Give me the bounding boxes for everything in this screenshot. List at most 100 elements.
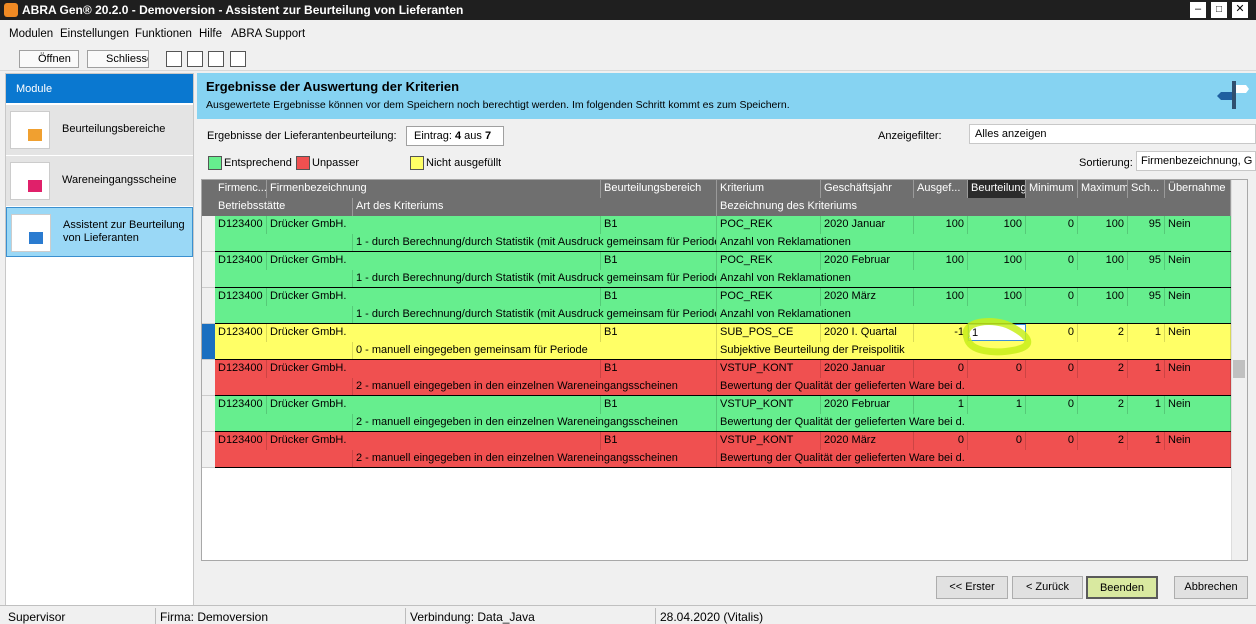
column-header[interactable]: Geschäftsjahr xyxy=(821,180,914,198)
menu-item[interactable]: ABRA Support xyxy=(231,28,306,40)
subcolumn-header[interactable]: Art des Kriteriums xyxy=(353,198,717,216)
content-header: Ergebnisse der Auswertung der Kriterien … xyxy=(197,73,1256,119)
results-table: Firmenc... Firmenbezeichnung Beurteilungsb… xyxy=(201,179,1248,561)
table-cell: VSTUP_KONT xyxy=(717,360,821,378)
table-cell: 100 xyxy=(914,288,968,306)
table-cell: B1 xyxy=(601,216,717,234)
table-cell: 1 xyxy=(1128,432,1165,450)
legend-label: Entsprechend xyxy=(224,157,292,169)
sort-dropdown[interactable]: Firmenbezeichnung, G xyxy=(1136,151,1256,171)
column-header[interactable]: Firmenc... xyxy=(215,180,267,198)
help-icon[interactable] xyxy=(230,51,246,67)
table-cell: 2 - manuell eingegeben in den einzelnen … xyxy=(353,378,717,396)
table-cell: 2 xyxy=(1078,324,1128,342)
table-cell xyxy=(215,306,353,324)
sidebar-icon-accent xyxy=(28,129,42,141)
table-cell: 2 - manuell eingegeben in den einzelnen … xyxy=(353,414,717,432)
wizard-button[interactable]: Abbrechen xyxy=(1174,576,1248,599)
table-cell: POC_REK xyxy=(717,288,821,306)
legend-label: Unpasser xyxy=(312,157,360,169)
scroll-thumb xyxy=(1233,360,1245,378)
table-cell: Anzahl von Reklamationen xyxy=(717,270,1231,288)
table-cell: 0 xyxy=(1026,432,1078,450)
status-field: 28.04.2020 (Vitalis) xyxy=(655,608,955,624)
sidebar-item[interactable]: Beurteilungsbereiche xyxy=(6,105,193,155)
column-header[interactable]: Übernahme xyxy=(1165,180,1231,198)
legend-label: Nicht ausgefüllt xyxy=(426,157,502,169)
status-bar xyxy=(0,605,1256,624)
table-cell: Anzahl von Reklamationen xyxy=(717,306,1231,324)
column-header[interactable]: Beurteilungsbereich xyxy=(601,180,717,198)
sidebar-item[interactable]: Wareneingangsscheine xyxy=(6,156,193,206)
column-header[interactable]: Kriterium xyxy=(717,180,821,198)
table-cell: 1 xyxy=(1128,360,1165,378)
table-cell: Anzahl von Reklamationen xyxy=(717,234,1231,252)
column-header[interactable]: Beurteilung xyxy=(968,180,1026,198)
column-header[interactable]: Maximum xyxy=(1078,180,1128,198)
subcolumn-header[interactable]: Betriebsstätte xyxy=(215,198,353,216)
help-icon[interactable] xyxy=(208,51,224,67)
minimize-button[interactable]: – xyxy=(1190,2,1206,18)
table-cell: 100 xyxy=(914,252,968,270)
column-header[interactable]: Ausgef... xyxy=(914,180,968,198)
table-cell: 2020 Januar xyxy=(821,360,914,378)
table-cell: 2020 März xyxy=(821,288,914,306)
column-header[interactable]: Minimum xyxy=(1026,180,1078,198)
subcolumn-header[interactable]: Bezeichnung des Kriteriums xyxy=(717,198,1231,216)
table-cell: D123400 xyxy=(215,324,267,342)
row-background xyxy=(215,396,1244,432)
table-cell: 95 xyxy=(1128,216,1165,234)
table-cell: 100 xyxy=(1078,252,1128,270)
table-cell: 0 xyxy=(914,432,968,450)
wizard-button[interactable]: << Erster xyxy=(936,576,1008,599)
table-cell: B1 xyxy=(601,288,717,306)
table-cell xyxy=(215,414,353,432)
filter-dropdown[interactable]: Alles anzeigen xyxy=(969,124,1256,144)
menu-item[interactable]: Funktionen xyxy=(135,28,192,40)
help-icon[interactable] xyxy=(166,51,182,67)
menu-item[interactable]: Hilfe xyxy=(199,28,223,40)
menu-item[interactable]: Einstellungen xyxy=(60,28,130,40)
table-cell: 2020 Februar xyxy=(821,396,914,414)
table-cell xyxy=(215,342,353,360)
table-cell: Drücker GmbH. xyxy=(267,396,601,414)
table-cell: Nein xyxy=(1165,288,1231,306)
table-cell: B1 xyxy=(601,396,717,414)
filter-label: Anzeigefilter: xyxy=(878,130,942,142)
menu-item[interactable]: Modulen xyxy=(9,28,54,40)
table-cell xyxy=(215,270,353,288)
entry-total: 7 xyxy=(484,130,492,142)
table-cell: VSTUP_KONT xyxy=(717,432,821,450)
table-cell: SUB_POS_CE xyxy=(717,324,821,342)
content-title: Ergebnisse der Auswertung der Kriterien xyxy=(206,79,460,94)
toolbar-button[interactable]: Öffnen xyxy=(19,50,79,68)
help-icon[interactable] xyxy=(187,51,203,67)
wizard-button[interactable]: < Zurück xyxy=(1012,576,1083,599)
table-cell: D123400 xyxy=(215,216,267,234)
close-button[interactable]: ✕ xyxy=(1232,2,1248,18)
table-cell: D123400 xyxy=(215,252,267,270)
sidebar-item[interactable]: Assistent zur Beurteilung von Lieferante… xyxy=(6,207,193,257)
sidebar-icon xyxy=(10,111,50,149)
table-cell: 0 - manuell eingegeben gemeinsam für Per… xyxy=(353,342,717,360)
table-cell: 100 xyxy=(1078,216,1128,234)
column-header[interactable]: Firmenbezeichnung xyxy=(267,180,601,198)
toolbar-button[interactable]: Schliesse xyxy=(87,50,149,68)
row-indicator xyxy=(202,324,215,360)
table-cell: 1 xyxy=(1128,396,1165,414)
table-cell: 2020 Januar xyxy=(821,216,914,234)
status-field: Verbindung: Data_Java xyxy=(405,608,655,624)
row-background xyxy=(215,360,1244,396)
wizard-button[interactable]: Beenden xyxy=(1086,576,1158,599)
table-cell: POC_REK xyxy=(717,216,821,234)
table-cell xyxy=(215,450,353,468)
table-cell: 2 xyxy=(1078,432,1128,450)
table-cell: 0 xyxy=(968,432,1026,450)
table-cell: 2020 I. Quartal xyxy=(821,324,914,342)
maximize-button[interactable]: □ xyxy=(1211,2,1227,18)
column-header[interactable]: Sch... xyxy=(1128,180,1165,198)
row-background xyxy=(215,216,1244,252)
table-cell: 100 xyxy=(968,216,1026,234)
sidebar: Module Beurteilungsbereiche Wareneingangs… xyxy=(5,73,194,606)
